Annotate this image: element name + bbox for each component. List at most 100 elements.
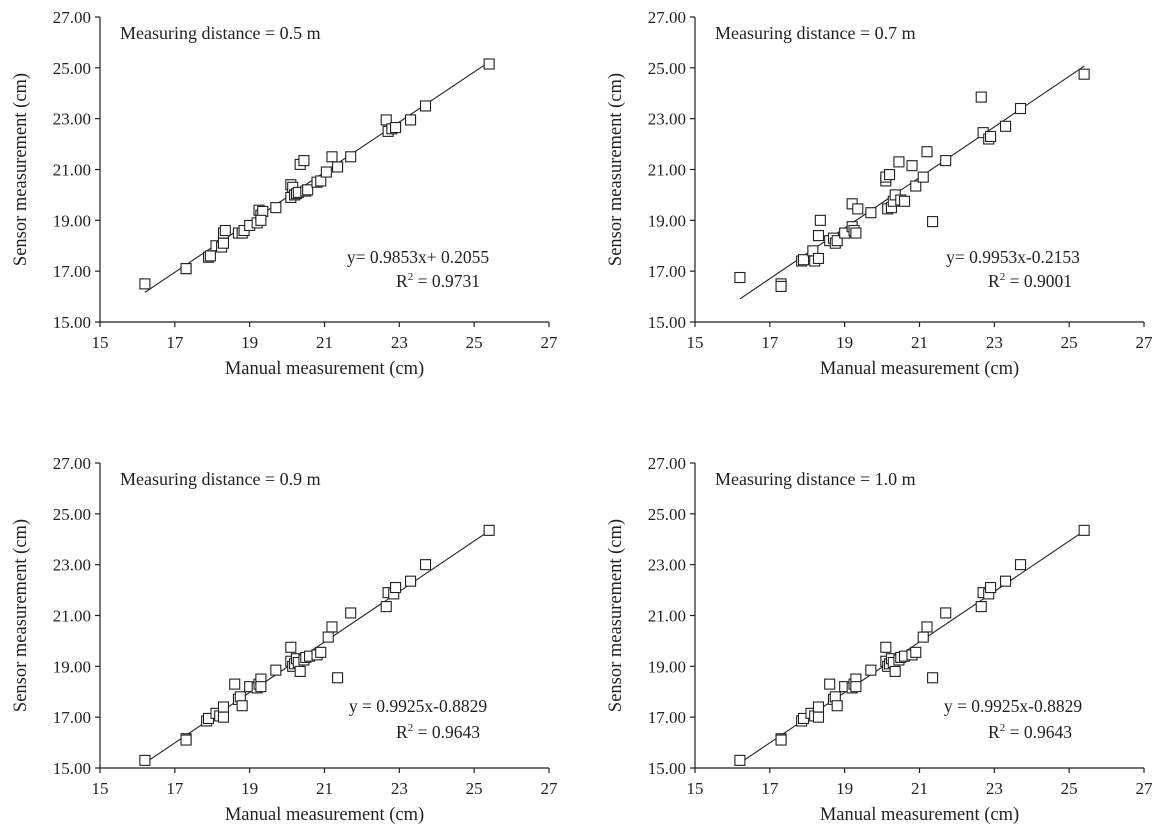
x-tick-label: 19 <box>836 333 853 352</box>
x-axis-title: Manual measurement (cm) <box>225 359 424 379</box>
data-point <box>831 235 843 247</box>
x-tick-label: 27 <box>541 333 559 352</box>
x-tick-label: 21 <box>316 333 333 352</box>
data-point <box>419 559 432 571</box>
y-tick-label: 27.00 <box>648 8 686 27</box>
x-tick-label: 15 <box>687 779 704 798</box>
y-tick-label: 23.00 <box>53 556 91 575</box>
y-tick-label: 15.00 <box>648 759 686 778</box>
r-squared-label: R2 = 0.9643 <box>396 722 480 742</box>
x-tick-label: 15 <box>687 333 704 352</box>
x-tick-label: 23 <box>986 333 1003 352</box>
x-tick-label: 27 <box>1136 333 1154 352</box>
data-point <box>852 203 864 215</box>
data-point <box>217 237 230 249</box>
data-point <box>483 58 495 70</box>
data-point <box>294 665 306 677</box>
y-tick-label: 23.00 <box>648 556 686 575</box>
y-tick-label: 27.00 <box>53 8 91 27</box>
y-tick-label: 21.00 <box>648 161 686 180</box>
data-point <box>917 631 929 643</box>
x-tick-label: 23 <box>391 333 408 352</box>
x-tick-label: 17 <box>761 333 779 352</box>
data-point <box>927 216 939 228</box>
data-point <box>332 672 344 684</box>
data-point <box>217 711 230 723</box>
data-point <box>940 607 952 619</box>
data-point <box>898 195 911 207</box>
panel-annotation: Measuring distance = 1.0 m <box>715 469 916 489</box>
y-tick-label: 17.00 <box>648 262 686 281</box>
data-point <box>910 646 922 658</box>
data-point <box>880 641 892 653</box>
data-point <box>940 155 952 167</box>
x-tick-label: 19 <box>241 333 258 352</box>
r-squared-label: R2 = 0.9001 <box>988 271 1072 291</box>
y-tick-label: 19.00 <box>53 211 91 230</box>
x-tick-label: 15 <box>92 333 109 352</box>
x-tick-label: 27 <box>541 779 559 798</box>
data-point <box>824 678 836 690</box>
data-point <box>380 601 392 613</box>
panel-annotation: Measuring distance = 0.7 m <box>715 23 916 43</box>
data-point <box>302 184 314 196</box>
y-axis-title: Sensor measurement (cm) <box>11 519 31 712</box>
data-point <box>812 711 825 723</box>
x-tick-label: 23 <box>986 779 1003 798</box>
x-tick-label: 21 <box>911 333 928 352</box>
data-point <box>255 681 267 693</box>
data-point <box>298 155 310 167</box>
data-point <box>985 581 997 594</box>
data-point <box>320 166 332 178</box>
data-point <box>139 754 151 766</box>
y-tick-label: 19.00 <box>648 211 686 230</box>
chart-panel-4: 15.00 17.00 19.00 21.00 23.00 25.00 27.00 15 17 1… <box>606 454 1153 825</box>
r-squared-label: R2 = 0.9643 <box>988 722 1072 742</box>
data-point <box>921 146 933 158</box>
panel-annotation: Measuring distance = 0.9 m <box>120 469 321 489</box>
y-tick-label: 17.00 <box>648 708 686 727</box>
data-point <box>380 114 392 126</box>
data-point <box>322 631 334 643</box>
regression-equation: y= 0.9853x+ 0.2055 <box>347 247 489 267</box>
data-point <box>850 681 862 693</box>
x-axis-title: Manual measurement (cm) <box>820 359 1019 379</box>
y-tick-label: 23.00 <box>648 110 686 129</box>
chart-panel-3: 15.00 17.00 19.00 21.00 23.00 25.00 27.00 15 17 1… <box>11 454 558 825</box>
data-point <box>917 171 929 183</box>
data-point <box>204 250 216 262</box>
chart-panel-2: 15.00 17.00 19.00 21.00 23.00 25.00 27.00 15 17 1… <box>606 8 1153 379</box>
data-point <box>315 175 327 187</box>
data-point <box>419 100 432 112</box>
data-point <box>390 122 402 134</box>
data-point <box>326 621 338 633</box>
regression-equation: y= 0.9953x-0.2153 <box>946 247 1080 267</box>
data-point <box>255 214 267 226</box>
r-squared-label: R2 = 0.9731 <box>396 271 480 291</box>
data-point <box>236 700 248 712</box>
data-point <box>893 156 905 168</box>
data-point <box>975 601 987 613</box>
x-axis-title: Manual measurement (cm) <box>820 805 1019 825</box>
data-point <box>1000 120 1012 132</box>
y-tick-label: 15.00 <box>648 313 686 332</box>
data-point <box>812 230 825 242</box>
data-point <box>865 664 877 676</box>
y-tick-label: 27.00 <box>648 454 686 473</box>
data-point <box>734 754 746 766</box>
data-point <box>483 524 495 536</box>
data-point <box>985 130 997 143</box>
regression-equation: y = 0.9925x-0.8829 <box>944 696 1082 716</box>
y-axis-title: Sensor measurement (cm) <box>11 73 31 266</box>
data-point <box>1014 559 1027 571</box>
data-point <box>405 114 417 126</box>
data-point <box>734 271 746 284</box>
data-point <box>797 254 810 266</box>
data-point <box>910 180 922 192</box>
chart-panel-1: 15.00 17.00 19.00 21.00 23.00 25.00 27.00 15 17 1… <box>11 8 558 379</box>
y-tick-label: 15.00 <box>53 313 91 332</box>
data-point <box>889 665 901 677</box>
y-tick-label: 23.00 <box>53 110 91 129</box>
